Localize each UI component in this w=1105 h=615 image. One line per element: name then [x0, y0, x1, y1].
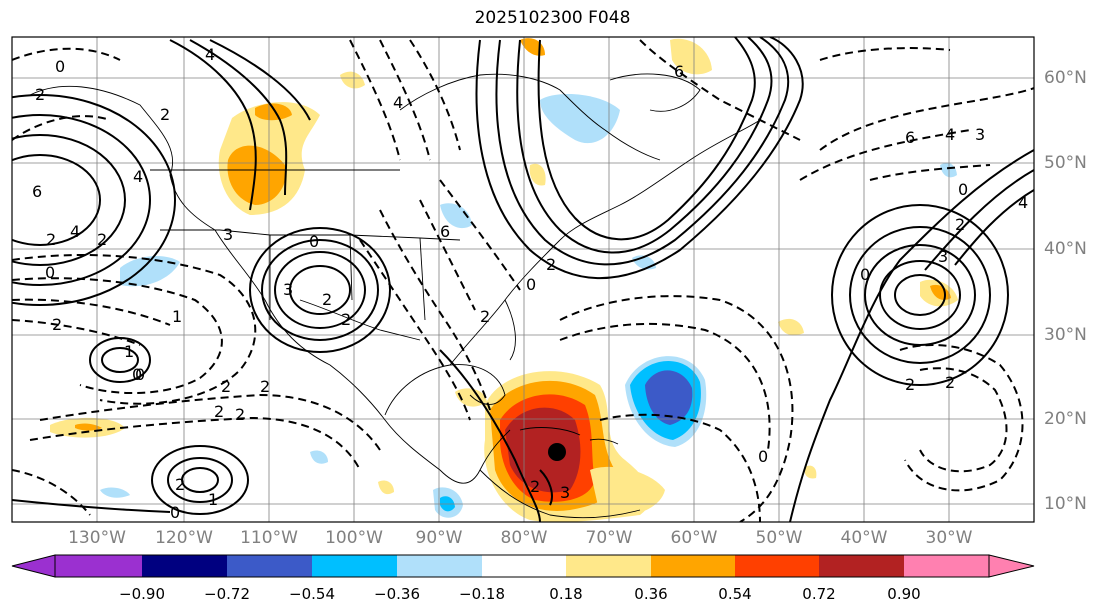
contour-label: 1 — [172, 307, 182, 326]
contour-label: 2 — [260, 377, 270, 396]
colorbar-tick: −0.90 — [119, 585, 165, 603]
contour-label: 0 — [758, 447, 768, 466]
contour-label: 2 — [235, 405, 245, 424]
contour-label: 2 — [221, 377, 231, 396]
lon-label: 120°W — [155, 528, 213, 548]
lat-label: 10°N — [1044, 494, 1087, 514]
contour-label: 4 — [205, 45, 215, 64]
colorbar-tick: 0.18 — [549, 585, 583, 603]
colorbar-extend-low — [11, 554, 56, 578]
contour-label: 2 — [46, 230, 56, 249]
contour-label: 3 — [975, 125, 985, 144]
contour-labels: 0 4 2 6 4 2 2 6 6 4 2 3 3 0 0 2 2 1 2 0 … — [32, 45, 1028, 522]
contour-label: 6 — [905, 128, 915, 147]
contour-label: 4 — [133, 167, 143, 186]
coastlines — [29, 73, 761, 519]
lon-label: 80°W — [500, 528, 548, 548]
lat-label: 50°N — [1044, 153, 1087, 173]
contour-label: 1 — [208, 490, 218, 509]
contour-label: 2 — [905, 375, 915, 394]
map-title: 2025102300 F048 — [474, 8, 631, 28]
lon-label: 50°W — [755, 528, 803, 548]
contour-label: 0 — [309, 232, 319, 251]
colorbar-tick: 0.54 — [718, 585, 752, 603]
lon-label: 110°W — [240, 528, 298, 548]
contour-label: 2 — [97, 230, 107, 249]
contour-label: 0 — [135, 365, 145, 384]
lon-label: 60°W — [670, 528, 718, 548]
contour-label: 2 — [546, 255, 556, 274]
contour-label: 2 — [955, 215, 965, 234]
colorbar-tick: −0.18 — [459, 585, 505, 603]
contour-label: 4 — [945, 125, 955, 144]
contour-label: 3 — [560, 483, 570, 502]
contour-label: 6 — [32, 182, 42, 201]
contour-label: 3 — [283, 280, 293, 299]
contour-label: 0 — [132, 365, 142, 384]
contour-label: 0 — [45, 263, 55, 282]
dashed-contours — [12, 39, 1034, 522]
colorbar-extend-high — [988, 554, 1035, 578]
contour-label: 0 — [526, 275, 536, 294]
contour-label: 4 — [393, 93, 403, 112]
lon-label: 130°W — [68, 528, 126, 548]
lon-label: 40°W — [840, 528, 888, 548]
lon-label: 30°W — [925, 528, 973, 548]
map-frame — [11, 36, 1035, 523]
contour-label: 2 — [214, 402, 224, 421]
colorbar — [11, 554, 1035, 578]
contour-label: 6 — [440, 222, 450, 241]
lat-label: 30°N — [1044, 325, 1087, 345]
storm-center-marker — [548, 443, 566, 461]
contour-label: 4 — [1018, 193, 1028, 212]
contour-label: 6 — [674, 62, 684, 81]
contour-label: 3 — [938, 247, 948, 266]
colorbar-tick: 0.90 — [887, 585, 921, 603]
colorbar-tick: −0.36 — [374, 585, 420, 603]
contour-label: 0 — [958, 180, 968, 199]
contour-label: 1 — [124, 342, 134, 361]
lon-label: 70°W — [585, 528, 633, 548]
contour-label: 2 — [341, 310, 351, 329]
solid-contours — [12, 37, 1034, 522]
contour-label: 2 — [52, 315, 62, 334]
colorbar-tick: −0.54 — [289, 585, 335, 603]
colorbar-tick: 0.72 — [802, 585, 836, 603]
graticule — [12, 37, 1034, 522]
contour-label: 2 — [35, 85, 45, 104]
contour-label: 2 — [480, 307, 490, 326]
contour-label: 0 — [55, 57, 65, 76]
lon-label: 100°W — [325, 528, 383, 548]
contour-label: 2 — [175, 475, 185, 494]
contour-label: 2 — [945, 373, 955, 392]
colorbar-tick: −0.72 — [204, 585, 250, 603]
contour-label: 2 — [322, 290, 332, 309]
contour-label: 2 — [160, 105, 170, 124]
colorbar-tick: 0.36 — [634, 585, 668, 603]
contour-label: 4 — [70, 222, 80, 241]
contour-label: 0 — [860, 265, 870, 284]
contour-label: 2 — [530, 477, 540, 496]
lat-label: 60°N — [1044, 68, 1087, 88]
lon-label: 90°W — [415, 528, 463, 548]
contour-label: 0 — [170, 503, 180, 522]
lat-label: 20°N — [1044, 409, 1087, 429]
lat-label: 40°N — [1044, 239, 1087, 259]
contour-label: 3 — [223, 225, 233, 244]
